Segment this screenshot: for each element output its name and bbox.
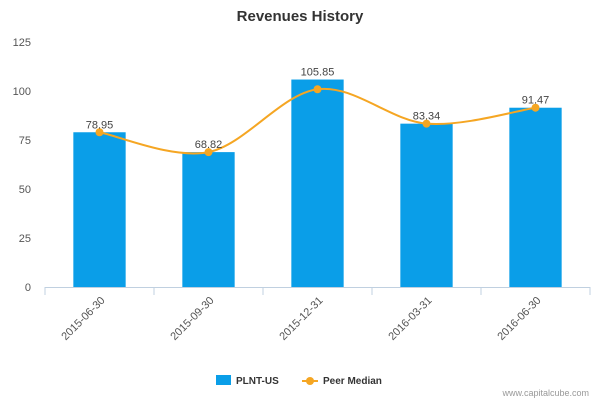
peer-median-point: [531, 103, 540, 112]
data-labels: 78.95 68.82 105.85 83.34 91.47: [86, 67, 550, 152]
x-tick-label: 2016-03-31: [386, 295, 434, 343]
y-axis: 0 25 50 75 100 125: [13, 37, 31, 294]
peer-median-series: [95, 85, 540, 157]
peer-median-point: [422, 119, 431, 128]
legend-swatch-plnt-us: [216, 375, 231, 385]
y-tick-label: 75: [19, 135, 31, 147]
legend: PLNT-US Peer Median: [216, 375, 382, 387]
data-label: 78.95: [86, 119, 114, 131]
legend-label-plnt-us: PLNT-US: [236, 376, 279, 387]
bar: [73, 132, 126, 287]
x-tick-label: 2015-06-30: [59, 295, 107, 343]
y-tick-label: 0: [25, 282, 31, 294]
peer-median-point: [204, 148, 213, 157]
x-tick-label: 2016-06-30: [495, 295, 543, 343]
y-tick-label: 50: [19, 184, 31, 196]
bar: [291, 79, 344, 287]
data-label: 68.82: [195, 139, 223, 151]
legend-marker-peer-median: [306, 377, 314, 385]
bar: [182, 152, 235, 287]
peer-median-point: [313, 85, 322, 94]
data-label: 83.34: [413, 111, 441, 123]
y-tick-label: 100: [13, 86, 31, 98]
bar: [400, 123, 453, 288]
y-tick-label: 25: [19, 233, 31, 245]
x-tick-label: 2015-12-31: [277, 295, 325, 343]
x-tick-label: 2015-09-30: [168, 295, 216, 343]
y-tick-label: 125: [13, 37, 31, 49]
credit-text: www.capitalcube.com: [501, 388, 589, 398]
x-axis: 2015-06-30 2015-09-30 2015-12-31 2016-03-31…: [44, 287, 591, 343]
legend-label-peer-median: Peer Median: [323, 376, 382, 387]
data-label: 91.47: [522, 95, 550, 107]
bar-series: [73, 79, 562, 288]
data-label: 105.85: [301, 67, 335, 79]
bar: [509, 107, 562, 287]
peer-median-point: [95, 128, 104, 137]
chart-title: Revenues History: [237, 8, 364, 25]
